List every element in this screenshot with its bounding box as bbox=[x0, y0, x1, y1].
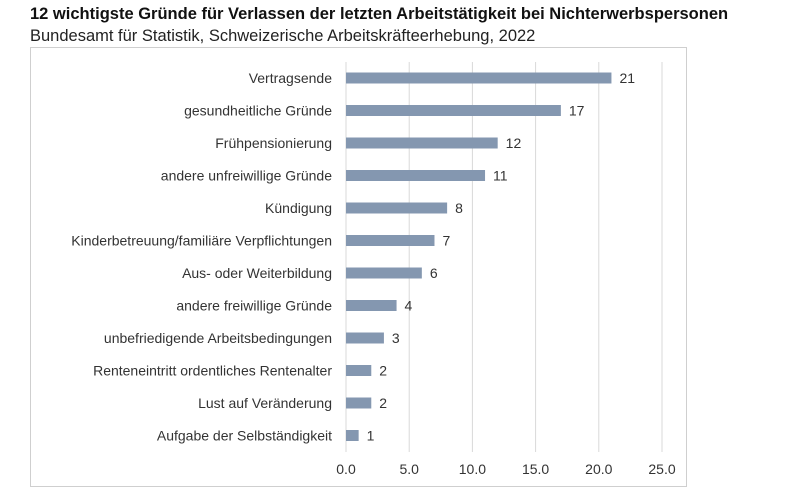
bar bbox=[346, 105, 561, 116]
plot-frame bbox=[30, 47, 687, 487]
x-tick-label: 15.0 bbox=[522, 461, 549, 477]
chart-title: 12 wichtigste Gründe für Verlassen der l… bbox=[30, 5, 729, 23]
category-label: Aufgabe der Selbständigkeit bbox=[157, 428, 332, 444]
data-label: 4 bbox=[405, 298, 413, 314]
bar bbox=[346, 72, 612, 84]
category-label: Kinderbetreuung/familiäre Verpflichtunge… bbox=[71, 233, 332, 249]
category-label: andere freiwillige Gründe bbox=[176, 298, 332, 314]
data-label: 12 bbox=[506, 135, 522, 151]
bar bbox=[346, 332, 384, 344]
data-label: 1 bbox=[367, 428, 375, 444]
data-label: 7 bbox=[442, 233, 450, 249]
category-label: Vertragsende bbox=[249, 70, 332, 86]
x-tick-label: 0.0 bbox=[336, 461, 356, 477]
x-tick-label: 25.0 bbox=[648, 461, 675, 477]
category-label: gesundheitliche Gründe bbox=[184, 103, 332, 119]
data-label: 2 bbox=[379, 363, 387, 379]
bar bbox=[346, 397, 372, 409]
category-label: Frühpensionierung bbox=[215, 135, 332, 151]
data-label: 3 bbox=[392, 330, 400, 346]
category-label: Lust auf Veränderung bbox=[198, 395, 332, 411]
bar bbox=[346, 202, 448, 214]
data-label: 6 bbox=[430, 265, 438, 281]
data-label: 17 bbox=[569, 103, 585, 119]
bar bbox=[346, 137, 498, 149]
bar bbox=[346, 430, 359, 441]
bar bbox=[346, 235, 435, 246]
data-label: 2 bbox=[379, 395, 387, 411]
category-label: andere unfreiwillige Gründe bbox=[161, 168, 332, 184]
x-tick-label: 20.0 bbox=[585, 461, 612, 477]
data-label: 8 bbox=[455, 200, 463, 216]
bar bbox=[346, 170, 486, 181]
category-label: Renteneintritt ordentliches Rentenalter bbox=[93, 363, 332, 379]
x-tick-label: 10.0 bbox=[459, 461, 486, 477]
category-label: Aus- oder Weiterbildung bbox=[182, 265, 332, 281]
category-label: unbefriedigende Arbeitsbedingungen bbox=[104, 330, 332, 346]
chart-subtitle: Bundesamt für Statistik, Schweizerische … bbox=[30, 27, 536, 45]
data-label: 21 bbox=[619, 70, 635, 86]
category-label: Kündigung bbox=[265, 200, 332, 216]
bar bbox=[346, 267, 422, 279]
bar bbox=[346, 300, 397, 311]
x-tick-label: 5.0 bbox=[399, 461, 419, 477]
bar bbox=[346, 365, 372, 376]
data-label: 11 bbox=[493, 168, 508, 184]
